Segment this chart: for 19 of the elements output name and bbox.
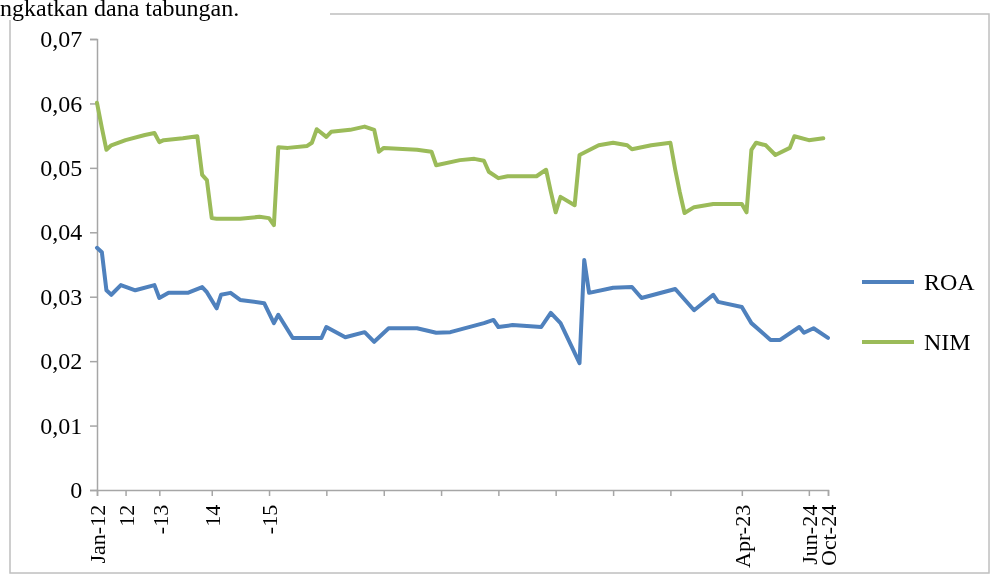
y-tick-label: 0,01 (40, 412, 83, 439)
y-tick-label: 0,05 (40, 155, 83, 182)
x-tick-label: Apr-23 (730, 504, 756, 568)
x-tick-label: 12 (113, 504, 139, 527)
legend-label: NIM (924, 329, 971, 355)
line-series (95, 245, 830, 366)
x-tick-label: -15 (257, 504, 283, 535)
line-series (95, 100, 826, 228)
y-tick-label: 0,04 (40, 219, 83, 246)
text: ngkatkan dana tabungan. (0, 0, 240, 21)
y-tick-label: 0,03 (40, 283, 83, 310)
legend-label: ROA (924, 269, 976, 295)
y-tick-label: 0,07 (40, 26, 83, 53)
x-tick-label: -13 (147, 504, 173, 535)
x-tick-label: 14 (199, 504, 225, 527)
x-tick-label: Jan-12 (85, 504, 111, 564)
y-tick-label: 0 (70, 477, 83, 504)
y-tick-label: 0,02 (40, 348, 83, 375)
y-tick-label: 0,06 (40, 90, 83, 117)
